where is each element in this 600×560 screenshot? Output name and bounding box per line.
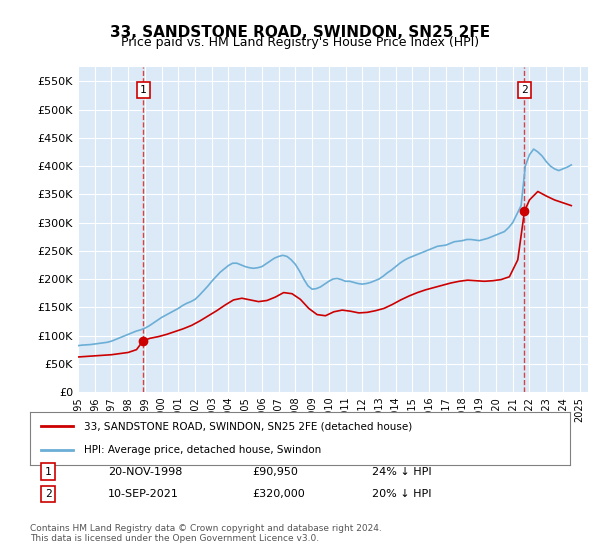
Text: 33, SANDSTONE ROAD, SWINDON, SN25 2FE (detached house): 33, SANDSTONE ROAD, SWINDON, SN25 2FE (d…	[84, 422, 412, 432]
Text: 1: 1	[44, 466, 52, 477]
Text: £90,950: £90,950	[252, 466, 298, 477]
Text: 20% ↓ HPI: 20% ↓ HPI	[372, 489, 431, 499]
Text: 2: 2	[44, 489, 52, 499]
Text: £320,000: £320,000	[252, 489, 305, 499]
Text: 24% ↓ HPI: 24% ↓ HPI	[372, 466, 431, 477]
Text: 1: 1	[140, 85, 146, 95]
Text: 2: 2	[521, 85, 528, 95]
Text: 20-NOV-1998: 20-NOV-1998	[108, 466, 182, 477]
Text: HPI: Average price, detached house, Swindon: HPI: Average price, detached house, Swin…	[84, 445, 321, 455]
Text: 33, SANDSTONE ROAD, SWINDON, SN25 2FE: 33, SANDSTONE ROAD, SWINDON, SN25 2FE	[110, 25, 490, 40]
Text: 10-SEP-2021: 10-SEP-2021	[108, 489, 179, 499]
Text: Contains HM Land Registry data © Crown copyright and database right 2024.
This d: Contains HM Land Registry data © Crown c…	[30, 524, 382, 543]
Text: Price paid vs. HM Land Registry's House Price Index (HPI): Price paid vs. HM Land Registry's House …	[121, 36, 479, 49]
